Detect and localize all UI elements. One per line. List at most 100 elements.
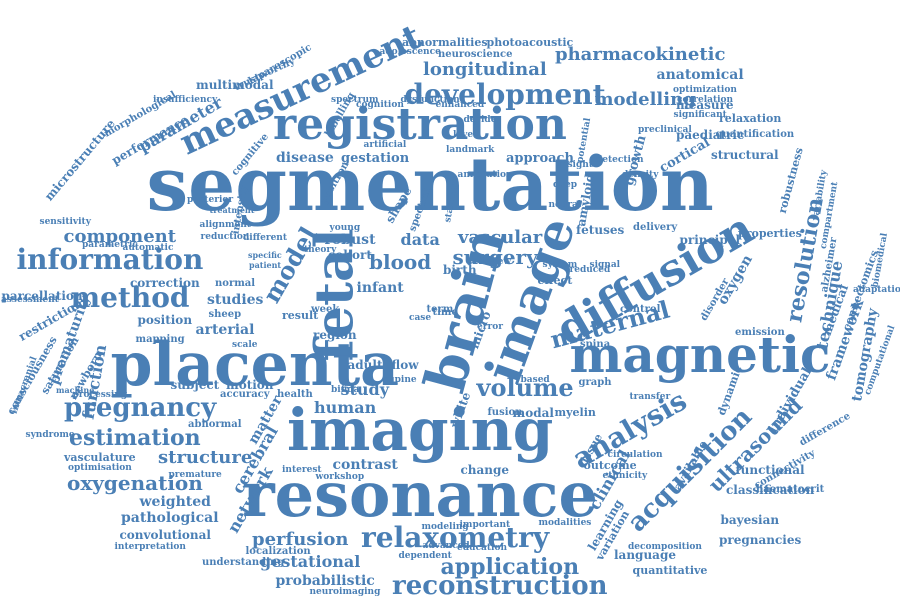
word-haematocrit: haematocrit: [756, 484, 825, 495]
word-properties: properties: [738, 226, 802, 240]
word-bayesian: bayesian: [720, 513, 780, 527]
word-normal: normal: [215, 278, 256, 289]
word-adult: adult: [347, 358, 383, 372]
word-term: term: [426, 304, 454, 315]
word-decide: decide: [463, 114, 497, 125]
word-modelling: modelling: [594, 89, 696, 110]
word-gestation: gestation: [341, 150, 410, 166]
word-transfer: transfer: [629, 391, 671, 402]
word-imaging: imaging: [287, 396, 554, 464]
word-correction: correction: [130, 276, 200, 290]
word-processing: processing: [72, 389, 128, 400]
word-reduction: reduction: [200, 231, 250, 242]
word-adolescence: adolescence: [379, 46, 441, 57]
word-cohort: cohort: [328, 248, 372, 262]
word-classification: classification: [726, 483, 815, 497]
word-position: position: [137, 313, 193, 327]
word-flow: flow: [391, 358, 419, 372]
word-vascular: vascular: [458, 227, 543, 248]
word-review: review: [478, 256, 512, 267]
word-placenta: placenta: [110, 330, 400, 400]
word-human: human: [314, 398, 377, 417]
word-contrast: contrast: [332, 457, 398, 473]
word-application: application: [440, 554, 580, 580]
word-sensitivity: sensitivity: [39, 216, 91, 227]
word-relaxation: relaxation: [719, 111, 782, 125]
word-probabilistic: probabilistic: [275, 573, 375, 589]
word-arterial: arterial: [195, 322, 255, 338]
word-treatment: treatment: [209, 205, 255, 215]
word-photoacoustic: photoacoustic: [486, 35, 574, 49]
word-modalities: modalities: [538, 517, 592, 528]
word-syndrome: syndrome: [25, 429, 75, 440]
word-intracranial: intracranial: [9, 354, 40, 415]
word-blood: blood: [369, 250, 432, 274]
word-insight: insight: [557, 159, 593, 170]
word-time: time: [432, 307, 458, 318]
word-measure: measure: [676, 98, 734, 112]
word-circulation: circulation: [607, 449, 663, 460]
word-preclinical: preclinical: [638, 124, 692, 135]
word-localization: localization: [245, 546, 311, 557]
word-insufficiency: insufficiency: [153, 94, 218, 105]
word-reconstruction: reconstruction: [392, 571, 608, 601]
word-fetuses: fetuses: [576, 223, 625, 237]
word-control: control: [620, 304, 661, 315]
word-important: important: [459, 519, 511, 530]
word-week: week: [311, 304, 340, 315]
word-different: different: [243, 232, 287, 243]
word-myelin: myelin: [554, 405, 596, 419]
word-premature: premature: [168, 469, 222, 480]
word-structure: structure: [158, 447, 253, 468]
word-assessment: assessment: [1, 294, 59, 305]
word-dependent: dependent: [398, 550, 452, 561]
word-anatomical: anatomical: [656, 67, 744, 83]
word-quantification: quantification: [715, 129, 795, 140]
word-change: change: [460, 463, 510, 477]
word-quantitative: quantitative: [632, 563, 708, 577]
word-signal: signal: [589, 259, 621, 270]
word-ethnicity: ethnicity: [602, 470, 648, 481]
word-neuroscience: neuroscience: [438, 49, 513, 60]
word-approach: approach: [506, 150, 574, 166]
word-density: density: [622, 169, 659, 180]
word-longitudinal: longitudinal: [423, 59, 547, 80]
word-information: information: [16, 243, 204, 276]
word-pregnancies: pregnancies: [719, 533, 802, 547]
word-enhanced: enhanced: [435, 99, 485, 110]
word-surgery: surgery: [452, 245, 538, 269]
word-paediatric: paediatric: [676, 128, 745, 142]
word-perfusion: perfusion: [252, 529, 349, 550]
word-deep: deep: [553, 179, 578, 190]
word-region: region: [313, 328, 357, 342]
word-advanced: advanced: [422, 540, 470, 551]
word-interest: interest: [282, 464, 322, 475]
word-disease: disease: [276, 150, 334, 166]
word-infant: infant: [356, 280, 404, 296]
word-data: data: [400, 230, 440, 249]
word-result: result: [282, 308, 319, 322]
word-multimodal: multimodal: [196, 78, 274, 92]
word-birth: birth: [443, 263, 477, 277]
word-parcellation: parcellation: [1, 289, 83, 303]
word-neural: neural: [548, 199, 582, 210]
word-volume: volume: [476, 373, 574, 402]
word-workshop: workshop: [315, 471, 365, 482]
word-study: study: [340, 380, 390, 399]
word-spectrum: spectrum: [331, 94, 379, 105]
word-scale: scale: [232, 339, 258, 350]
word-health: health: [277, 389, 313, 400]
word-robustness: robustness: [775, 145, 806, 215]
word-structural: structural: [711, 148, 779, 162]
word-delivery: delivery: [633, 222, 678, 233]
word-sheep: sheep: [208, 309, 242, 320]
word-significant: significant: [673, 109, 727, 120]
word-level: level: [453, 129, 477, 140]
word-optimization: optimization: [673, 84, 737, 95]
word-method: method: [70, 281, 190, 314]
word-gestational: gestational: [260, 552, 361, 571]
word-specific: specific: [248, 250, 282, 260]
word-estimation: estimation: [69, 425, 201, 451]
word-adaptation: adaptation: [853, 284, 900, 295]
